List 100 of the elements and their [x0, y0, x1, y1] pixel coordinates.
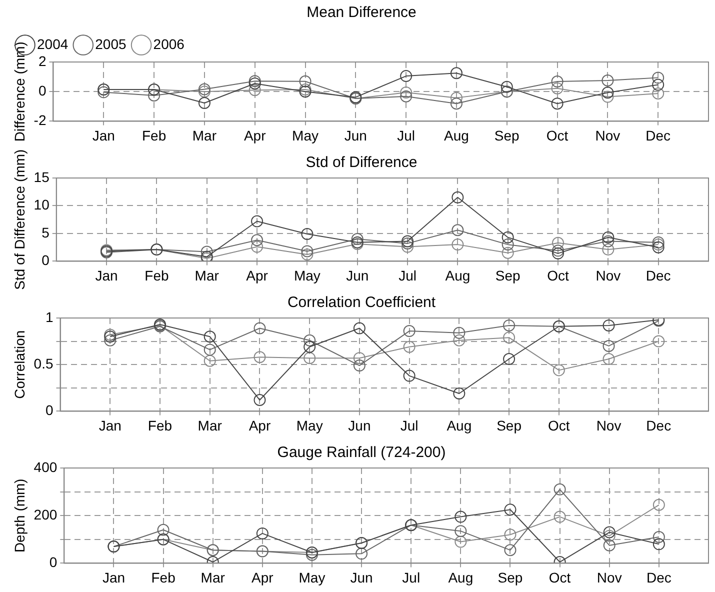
point: [602, 235, 614, 248]
point: [652, 72, 664, 84]
x-tick-label: Jul: [397, 127, 416, 144]
x-tick-label: Jan: [95, 267, 118, 284]
y-tick-label: 0: [42, 252, 50, 268]
point: [652, 241, 664, 254]
point: [351, 233, 364, 246]
point: [304, 340, 316, 353]
point: [254, 394, 266, 406]
point: [198, 96, 210, 109]
x-tick-label: Feb: [151, 569, 176, 586]
x-tick-label: Jun: [350, 569, 373, 586]
y-tick-label: 200: [34, 506, 58, 522]
y-tick-label: -2: [34, 112, 46, 128]
point: [256, 527, 268, 540]
x-tick-label: Oct: [548, 569, 571, 586]
y-tick-label: 15: [34, 168, 50, 185]
x-tick-label: Sep: [496, 417, 522, 434]
x-tick-label: Nov: [595, 127, 620, 144]
point: [251, 240, 264, 253]
x-tick-label: Jun: [346, 267, 369, 284]
x-tick-label: Jan: [92, 127, 115, 144]
point: [254, 351, 266, 364]
x-tick-label: Sep: [495, 267, 521, 284]
point: [652, 531, 665, 544]
y-tick-label: 400: [34, 458, 58, 475]
point: [452, 224, 464, 236]
x-tick-label: Jan: [102, 569, 126, 586]
x-tick-label: Mar: [198, 417, 222, 434]
point: [204, 344, 216, 356]
chart-title: Mean Difference: [306, 4, 416, 22]
point: [353, 352, 366, 364]
point: [554, 483, 566, 496]
legend-label: 2004: [37, 36, 68, 52]
y-axis-title: Correlation: [11, 330, 28, 399]
point: [602, 74, 614, 86]
x-tick-label: Oct: [547, 267, 570, 284]
x-tick-label: Jul: [398, 267, 416, 284]
x-tick-label: Mar: [194, 267, 220, 284]
x-tick-label: May: [298, 569, 326, 586]
point: [552, 247, 564, 260]
x-tick-label: Dec: [646, 417, 672, 434]
point: [251, 234, 264, 246]
point: [552, 236, 564, 249]
point: [652, 88, 664, 100]
point: [652, 78, 664, 91]
x-tick-label: Jan: [98, 417, 122, 434]
x-tick-label: Jul: [402, 569, 420, 586]
legend-label: 2006: [153, 36, 185, 52]
point: [402, 240, 414, 253]
point: [453, 334, 466, 346]
point: [198, 86, 210, 98]
x-tick-label: Mar: [200, 569, 226, 586]
x-tick-label: Oct: [548, 417, 570, 434]
x-tick-label: Apr: [248, 417, 271, 434]
point: [301, 228, 314, 240]
point: [400, 86, 412, 98]
x-tick-label: Nov: [596, 569, 622, 586]
point: [301, 245, 314, 258]
point: [603, 530, 616, 542]
y-tick-label: 0: [38, 82, 46, 98]
y-tick-label: 2: [38, 52, 46, 69]
point: [254, 322, 266, 334]
point: [204, 330, 216, 343]
x-tick-label: Nov: [596, 267, 621, 284]
point: [453, 326, 466, 339]
point: [304, 352, 316, 364]
point: [148, 89, 160, 102]
y-tick-label: 10: [34, 196, 50, 213]
x-tick-label: Feb: [142, 127, 166, 144]
point: [500, 80, 513, 93]
point: [452, 191, 464, 204]
x-tick-label: Feb: [144, 267, 169, 284]
point: [104, 334, 116, 346]
point: [204, 354, 216, 367]
chart-title: Std of Difference: [306, 154, 418, 172]
point: [403, 340, 416, 353]
x-tick-label: Sep: [498, 569, 523, 586]
point: [306, 548, 318, 561]
point: [157, 524, 170, 536]
point: [403, 325, 416, 338]
point: [554, 510, 566, 523]
point: [299, 75, 312, 88]
point: [453, 387, 466, 400]
point: [450, 67, 462, 80]
chart-title: Correlation Coefficient: [287, 294, 436, 312]
x-tick-label: May: [294, 267, 320, 284]
x-tick-label: Aug: [445, 267, 470, 284]
point: [602, 86, 614, 99]
chart-title: Gauge Rainfall (724-200): [277, 444, 446, 462]
point: [603, 539, 616, 552]
point: [602, 231, 614, 244]
point: [552, 364, 565, 376]
legend-label: 2005: [95, 36, 127, 52]
x-tick-label: Aug: [444, 127, 469, 144]
point: [454, 536, 467, 548]
point: [502, 238, 514, 251]
x-tick-label: Nov: [596, 417, 622, 434]
point: [503, 332, 516, 344]
point: [403, 370, 416, 382]
